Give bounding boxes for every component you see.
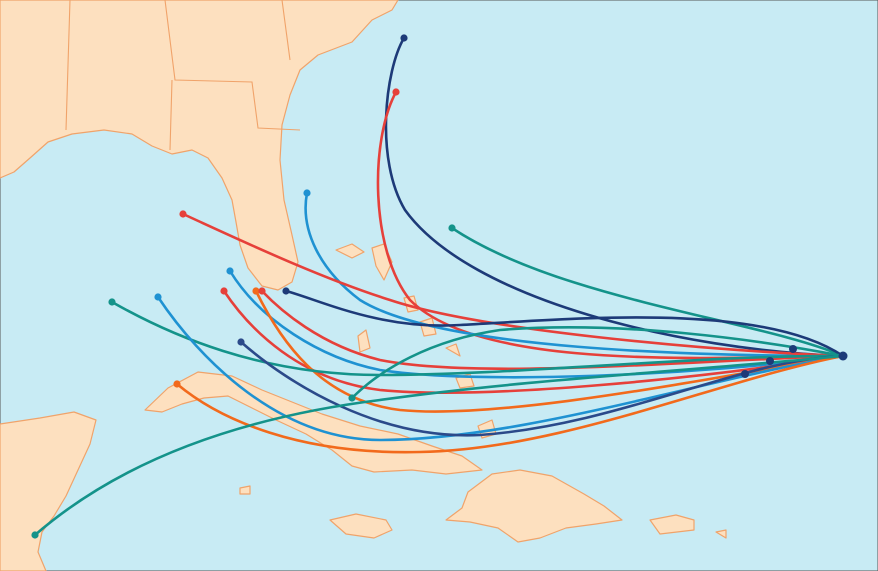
storm-track-line (181, 212, 845, 358)
track-endpoint-marker (220, 287, 228, 295)
storm-tracks (31, 34, 848, 539)
land-jamaica (329, 513, 393, 539)
storm-track-line (260, 289, 845, 371)
storm-origin-marker (838, 351, 848, 361)
track-endpoint-marker (282, 287, 290, 295)
track-position-marker (741, 370, 749, 378)
track-endpoint-marker (31, 531, 39, 539)
track-endpoint-marker (252, 287, 260, 295)
track-endpoint-marker (392, 88, 400, 96)
storm-track-line (376, 90, 845, 360)
land-us-florida (0, 0, 399, 291)
storm-track-line (175, 354, 845, 454)
storm-track-line (33, 354, 845, 537)
landmasses (0, 0, 727, 571)
track-endpoint-marker (226, 267, 234, 275)
track-endpoint-marker (237, 338, 245, 346)
storm-track-line (110, 300, 845, 377)
land-hispaniola (445, 469, 623, 543)
storm-track-line (450, 226, 845, 358)
track-endpoint-marker (303, 189, 311, 197)
track-endpoint-marker (258, 287, 266, 295)
track-endpoint-marker (154, 293, 162, 301)
track-position-marker (766, 357, 774, 365)
track-endpoint-marker (108, 298, 116, 306)
track-endpoint-marker (173, 380, 181, 388)
land-cuba (144, 371, 483, 475)
track-endpoint-marker (179, 210, 187, 218)
track-endpoint-marker (348, 394, 356, 402)
storm-track-line (222, 289, 845, 394)
storm-track-line (350, 326, 845, 400)
state-borders (65, 0, 301, 151)
storm-track-line (384, 36, 845, 358)
storm-track-line (284, 289, 845, 358)
storm-track-line (254, 289, 845, 413)
land-puerto-rico (649, 514, 695, 535)
track-endpoint-marker (448, 224, 456, 232)
track-endpoint-marker (400, 34, 408, 42)
track-position-marker (789, 345, 797, 353)
land-yucatan (0, 411, 97, 571)
